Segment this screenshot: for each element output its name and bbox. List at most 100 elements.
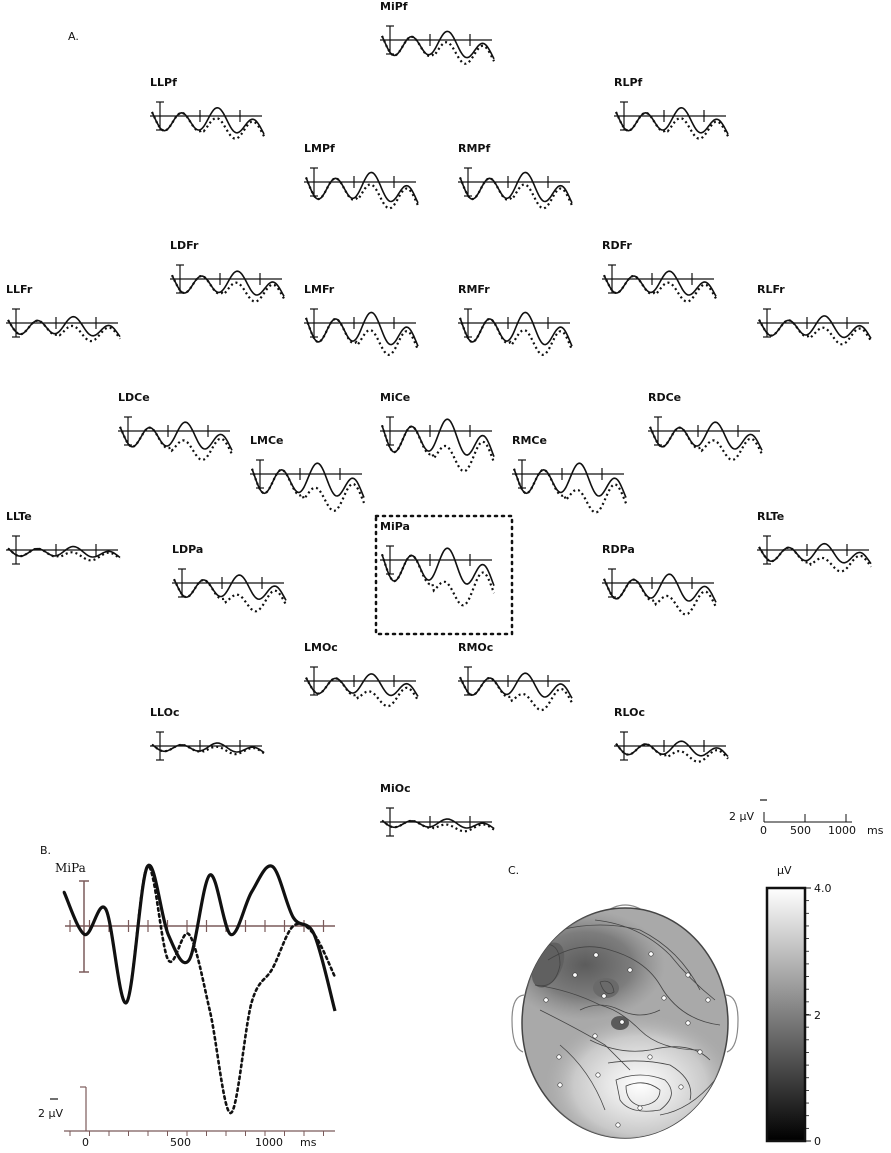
electrode-rlte: RLTe bbox=[757, 510, 872, 573]
topo-electrode-dot bbox=[685, 1020, 691, 1026]
topo-electrode-dot bbox=[593, 952, 599, 958]
electrode-label: LLPf bbox=[150, 76, 177, 89]
series-solid bbox=[7, 315, 121, 338]
series-solid bbox=[381, 30, 495, 60]
topo-electrode-dot bbox=[685, 972, 691, 978]
panel-b-electrode-label: MiPa bbox=[55, 861, 86, 875]
electrode-label: RMPf bbox=[458, 142, 490, 155]
colorbar-mid-label: 2 bbox=[814, 1009, 821, 1022]
panel-b-series-solid bbox=[62, 863, 337, 1012]
series-dotted bbox=[380, 553, 496, 607]
series-solid bbox=[305, 171, 419, 204]
electrode-lmoc: LMOc bbox=[304, 641, 419, 708]
series-solid bbox=[615, 740, 729, 758]
electrode-ldce: LDCe bbox=[118, 391, 233, 462]
series-solid bbox=[173, 574, 287, 601]
scale-a-unit: ms bbox=[867, 824, 884, 837]
electrode-lloc: LLOc bbox=[150, 706, 265, 761]
electrode-label: LDFr bbox=[170, 239, 199, 252]
topo-electrode-dot bbox=[615, 1122, 621, 1128]
series-solid bbox=[119, 421, 233, 451]
electrode-rmpf: RMPf bbox=[458, 142, 573, 210]
series-dotted bbox=[758, 546, 872, 573]
series-solid bbox=[459, 171, 573, 204]
panel-label-a: A. bbox=[68, 30, 79, 43]
panel-b-tick-0: 0 bbox=[82, 1136, 89, 1149]
electrode-label: MiCe bbox=[380, 391, 410, 404]
topo-electrode-dot bbox=[648, 951, 654, 957]
electrode-lmce: LMCe bbox=[250, 434, 366, 512]
topographic-map bbox=[511, 904, 739, 1139]
electrode-label: RDCe bbox=[648, 391, 681, 404]
series-solid bbox=[649, 421, 763, 451]
topo-electrode-dot bbox=[678, 1084, 684, 1090]
panel-b-tick-1000: 1000 bbox=[255, 1136, 283, 1149]
scale-bar-a: 2 µV 0 500 1000 ms bbox=[729, 799, 884, 837]
electrode-label: RLPf bbox=[614, 76, 643, 89]
panel-label-c: C. bbox=[508, 864, 519, 877]
electrode-mipa: MiPa bbox=[380, 520, 496, 607]
electrode-rdfr: RDFr bbox=[602, 239, 717, 303]
electrode-label: LLTe bbox=[6, 510, 32, 523]
panel-b-series-dotted bbox=[62, 865, 337, 1115]
topo-electrode-dot bbox=[556, 1054, 562, 1060]
scale-a-tick-1000: 1000 bbox=[828, 824, 856, 837]
colorbar-unit: µV bbox=[777, 864, 792, 877]
panel-b-amp-label: 2 µV bbox=[38, 1107, 63, 1120]
electrode-label: MiOc bbox=[380, 782, 411, 795]
electrode-rmoc: RMOc bbox=[458, 641, 573, 712]
series-dotted bbox=[250, 468, 366, 512]
panel-b-unit: ms bbox=[300, 1136, 317, 1149]
electrode-label: MiPf bbox=[380, 0, 408, 13]
topo-electrode-dot bbox=[661, 995, 667, 1001]
electrode-lmpf: LMPf bbox=[304, 142, 419, 210]
electrode-llte: LLTe bbox=[6, 510, 121, 565]
panel-b-amp-bar bbox=[79, 880, 89, 973]
topo-electrode-dot bbox=[637, 1105, 643, 1111]
electrode-mioc: MiOc bbox=[380, 782, 495, 837]
series-solid bbox=[151, 106, 265, 135]
topo-electrode-dot bbox=[697, 1049, 703, 1055]
electrode-llpf: LLPf bbox=[150, 76, 265, 140]
series-solid bbox=[513, 462, 627, 498]
mipa-highlight-box bbox=[374, 514, 514, 636]
electrode-rloc: RLOc bbox=[614, 706, 729, 763]
electrode-rdce: RDCe bbox=[648, 391, 763, 462]
topo-electrode-dot bbox=[601, 993, 607, 999]
series-solid bbox=[758, 315, 872, 339]
series-solid bbox=[381, 547, 495, 586]
series-dotted bbox=[458, 176, 573, 210]
series-solid bbox=[381, 418, 495, 457]
electrode-ldpa: LDPa bbox=[172, 543, 287, 613]
electrode-label: RLOc bbox=[614, 706, 645, 719]
series-solid bbox=[459, 672, 573, 699]
series-solid bbox=[758, 542, 872, 565]
electrode-label: LLFr bbox=[6, 283, 33, 296]
colorbar-min-label: 0 bbox=[814, 1135, 821, 1148]
electrode-rmce: RMCe bbox=[512, 434, 628, 514]
electrode-label: MiPa bbox=[380, 520, 410, 533]
topo-electrode-dot bbox=[619, 1019, 625, 1025]
series-solid bbox=[381, 818, 495, 830]
panel-b-chart: MiPa 2 µV 0 500 1000 ms bbox=[38, 861, 337, 1149]
series-dotted bbox=[304, 176, 419, 210]
electrode-label: LMOc bbox=[304, 641, 338, 654]
head-left-ear bbox=[511, 994, 525, 1053]
series-dotted bbox=[512, 468, 628, 514]
series-solid bbox=[305, 311, 419, 347]
electrode-mipf: MiPf bbox=[380, 0, 495, 65]
electrode-rlpf: RLPf bbox=[614, 76, 729, 140]
series-solid bbox=[151, 742, 265, 754]
scale-a-tick-500: 500 bbox=[790, 824, 811, 837]
series-dotted bbox=[459, 676, 573, 712]
series-solid bbox=[603, 573, 717, 603]
topo-electrode-dot bbox=[557, 1082, 563, 1088]
topo-electrode-dot bbox=[705, 997, 711, 1003]
series-dotted bbox=[648, 426, 763, 462]
electrode-label: LMPf bbox=[304, 142, 335, 155]
series-solid bbox=[459, 311, 573, 347]
electrode-label: RLTe bbox=[757, 510, 784, 523]
series-dotted bbox=[380, 35, 495, 65]
electrode-llfr: LLFr bbox=[6, 283, 121, 343]
series-solid bbox=[251, 462, 365, 498]
